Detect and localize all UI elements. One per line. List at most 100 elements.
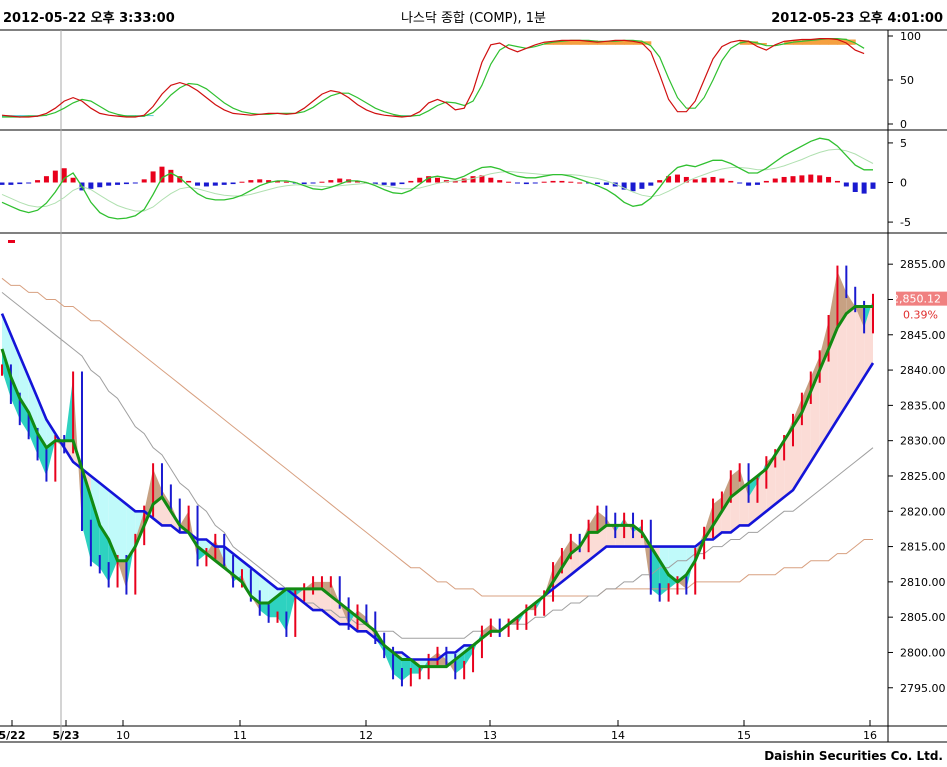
price-y-tick-label: 2835.00 — [900, 399, 946, 412]
macd-histogram-bar — [506, 181, 512, 183]
price-ma-band — [561, 539, 571, 568]
macd-histogram-bar — [737, 182, 743, 184]
macd-histogram-bar — [221, 182, 227, 185]
macd-histogram-bar — [203, 182, 209, 187]
price-ma-band — [28, 412, 38, 455]
macd-histogram-bar — [310, 182, 316, 184]
macd-histogram-bar — [61, 168, 67, 183]
macd-histogram-bar — [826, 176, 832, 183]
price-ma-band — [517, 610, 527, 625]
price-ma-band — [46, 440, 56, 476]
price-y-tick-label: 2845.00 — [900, 329, 946, 342]
overbought-zone — [579, 40, 590, 45]
stochastic-y-tick-label: 0 — [900, 118, 907, 131]
price-ma-band — [19, 398, 29, 434]
macd-histogram-bar — [195, 182, 201, 186]
ma-band — [117, 497, 127, 561]
price-ma-band — [250, 596, 260, 611]
macd-histogram-bar — [97, 182, 103, 188]
macd-histogram-bar — [790, 176, 796, 183]
ma-band — [810, 370, 820, 462]
ma-band — [126, 504, 136, 561]
overbought-zone — [828, 38, 838, 45]
price-ma-band — [2, 348, 11, 399]
macd-histogram-bar — [666, 176, 672, 183]
price-ma-band — [401, 659, 411, 681]
macd-histogram-bar — [106, 182, 112, 186]
macd-histogram-bar — [35, 180, 41, 183]
price-ma-band — [437, 652, 447, 667]
price-ma-band — [624, 518, 633, 533]
macd-line — [1, 137, 873, 220]
overbought-zone — [597, 41, 607, 45]
price-y-tick-label: 2820.00 — [900, 505, 946, 518]
macd-histogram-bar — [870, 182, 876, 189]
macd-histogram-bar — [435, 177, 440, 183]
overbought-zone — [624, 40, 634, 45]
price-ma-band — [64, 377, 74, 448]
price-y-tick-label: 2805.00 — [900, 611, 946, 624]
x-tick-label: 15 — [737, 729, 751, 742]
ma-band — [561, 553, 571, 582]
price-ma-band — [837, 271, 847, 328]
ma-band — [606, 525, 616, 547]
price-ma-band — [819, 320, 829, 371]
macd-histogram-bar — [230, 182, 236, 185]
last-price-tag-bg — [896, 291, 947, 306]
macd-histogram-bar — [817, 175, 823, 183]
price-ma-band — [579, 525, 589, 547]
price-ma-band — [553, 553, 562, 582]
price-ma-band — [721, 476, 731, 512]
overbought-zone — [810, 39, 821, 45]
macd-histogram-bar — [683, 176, 689, 183]
macd-histogram-bar — [523, 182, 529, 185]
macd-histogram-bar — [568, 181, 574, 183]
legend-marker — [8, 240, 15, 243]
overbought-zone — [819, 38, 830, 45]
x-tick-label: 13 — [483, 729, 497, 742]
macd-histogram-bar — [728, 180, 734, 183]
macd-histogram-bar — [239, 181, 245, 183]
macd-histogram-bar — [328, 180, 334, 183]
ma-band — [837, 313, 847, 420]
ma-band — [10, 334, 20, 399]
macd-histogram-bar — [577, 182, 583, 184]
price-ma-band — [295, 588, 305, 596]
overbought-zone — [570, 40, 581, 45]
overbought-zone — [588, 40, 598, 45]
macd-histogram-bar — [248, 180, 254, 183]
macd-histogram-bar — [603, 182, 609, 185]
macd-histogram-bar — [497, 180, 503, 183]
macd-histogram-bar — [141, 179, 147, 183]
macd-histogram-bar — [88, 182, 94, 189]
price-y-tick-label: 2855.00 — [900, 258, 946, 271]
macd-histogram-bar — [630, 182, 636, 192]
ma-band — [250, 567, 260, 603]
x-tick-label: 12 — [359, 729, 373, 742]
panel-frames — [0, 29, 947, 743]
macd-y-tick-label: -5 — [900, 216, 911, 229]
ma-band — [855, 306, 865, 392]
macd-histogram-bar — [541, 181, 547, 183]
macd-histogram-bar — [372, 182, 378, 185]
price-ma-band — [304, 581, 314, 589]
ma-band — [801, 391, 811, 476]
x-tick-label: 5/22 — [0, 729, 25, 742]
macd-histogram-bar — [355, 180, 361, 183]
ma-long-line — [1, 292, 874, 639]
macd-histogram-bar — [719, 178, 725, 183]
macd-histogram-bar — [781, 176, 787, 183]
price-ma-band — [846, 292, 856, 314]
price-y-tick-label: 2830.00 — [900, 435, 946, 448]
ma-band — [713, 511, 722, 540]
price-ma-band — [277, 588, 287, 632]
macd-histogram-bar — [26, 182, 32, 184]
macd-histogram-bar — [381, 182, 387, 185]
price-y-tick-label: 2810.00 — [900, 576, 946, 589]
macd-histogram-bar — [834, 180, 840, 183]
overbought-zone — [561, 40, 572, 45]
macd-histogram-bar — [177, 176, 183, 183]
macd-histogram-bar — [417, 177, 423, 183]
macd-histogram-bar — [123, 182, 129, 185]
